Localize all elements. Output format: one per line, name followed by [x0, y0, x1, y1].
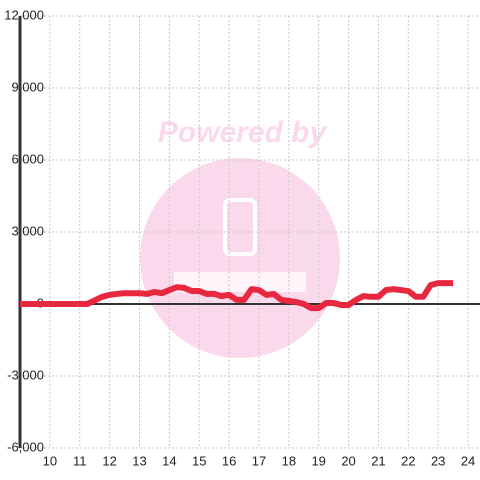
y-tick-label: 6,000 — [11, 151, 44, 166]
x-tick-label: 13 — [132, 453, 146, 468]
x-tick-label: 17 — [252, 453, 266, 468]
watermark-text: Powered by — [158, 116, 328, 149]
x-tick-label: 11 — [73, 453, 87, 468]
x-tick-label: 24 — [461, 453, 475, 468]
watermark-circle — [140, 158, 340, 358]
line-series — [20, 280, 454, 312]
x-tick-label: 12 — [102, 453, 116, 468]
x-tick-label: 16 — [222, 453, 236, 468]
watermark: Powered by — [140, 116, 340, 358]
y-tick-label: 3,000 — [11, 223, 44, 238]
watermark-logo — [174, 272, 306, 292]
x-tick-label: 21 — [371, 453, 385, 468]
x-tick-label: 23 — [431, 453, 445, 468]
y-tick-label: -3,000 — [7, 367, 44, 382]
watermark-icon — [223, 198, 257, 256]
x-tick-label: 10 — [43, 453, 57, 468]
x-tick-label: 15 — [192, 453, 206, 468]
x-tick-label: 14 — [162, 453, 176, 468]
y-tick-label: -6,000 — [7, 439, 44, 454]
x-tick-label: 18 — [282, 453, 296, 468]
x-tick-label: 22 — [401, 453, 415, 468]
x-tick-label: 20 — [341, 453, 355, 468]
x-tick-label: 19 — [311, 453, 325, 468]
y-tick-label: 9,000 — [11, 79, 44, 94]
y-tick-label: 12,000 — [4, 7, 44, 22]
